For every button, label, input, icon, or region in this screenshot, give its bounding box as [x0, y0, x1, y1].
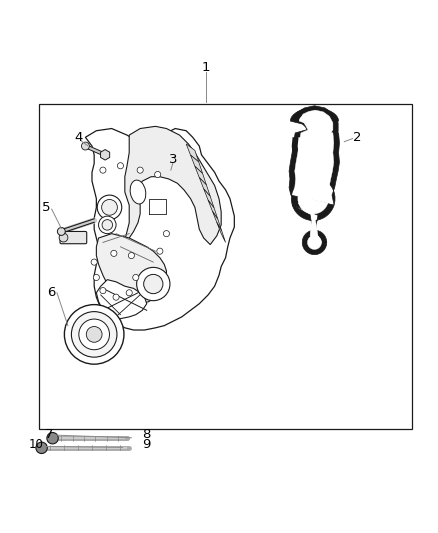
Circle shape [99, 216, 116, 233]
Circle shape [157, 248, 163, 254]
Polygon shape [101, 150, 110, 160]
Circle shape [97, 195, 122, 220]
Circle shape [71, 312, 117, 357]
Circle shape [117, 163, 124, 169]
Circle shape [86, 327, 102, 342]
Circle shape [64, 304, 124, 364]
Text: 5: 5 [42, 201, 50, 214]
Ellipse shape [130, 180, 146, 204]
Circle shape [144, 274, 163, 294]
Text: 1: 1 [201, 61, 210, 74]
Polygon shape [300, 110, 333, 138]
Polygon shape [208, 200, 218, 220]
Circle shape [137, 268, 170, 301]
Bar [39, 104, 412, 429]
Polygon shape [186, 144, 199, 162]
Polygon shape [123, 126, 221, 251]
Circle shape [102, 199, 117, 215]
Polygon shape [195, 166, 206, 185]
Polygon shape [293, 106, 338, 142]
Circle shape [79, 319, 110, 350]
Circle shape [47, 432, 58, 444]
Polygon shape [217, 222, 226, 243]
Circle shape [57, 228, 65, 236]
Circle shape [102, 220, 113, 230]
Circle shape [155, 172, 161, 177]
Text: 7: 7 [45, 428, 54, 441]
Polygon shape [85, 128, 234, 330]
Circle shape [36, 442, 47, 454]
Circle shape [81, 142, 89, 150]
Circle shape [163, 231, 170, 237]
Circle shape [93, 274, 99, 280]
Polygon shape [289, 108, 339, 255]
Text: 4: 4 [74, 131, 83, 144]
Circle shape [100, 287, 106, 294]
Circle shape [59, 233, 68, 242]
Text: 9: 9 [142, 438, 151, 451]
Text: 6: 6 [47, 286, 56, 300]
Text: 8: 8 [142, 428, 151, 441]
Text: 10: 10 [29, 438, 44, 451]
Polygon shape [96, 280, 147, 319]
Polygon shape [204, 189, 214, 208]
Circle shape [126, 290, 132, 296]
Circle shape [111, 251, 117, 256]
Text: 3: 3 [169, 152, 177, 166]
Polygon shape [199, 177, 210, 197]
Polygon shape [212, 211, 222, 231]
FancyBboxPatch shape [60, 231, 87, 244]
Circle shape [91, 259, 97, 265]
Circle shape [128, 253, 134, 259]
Circle shape [100, 167, 106, 173]
Text: 2: 2 [353, 131, 361, 144]
Circle shape [133, 274, 139, 280]
Circle shape [113, 294, 119, 300]
Polygon shape [295, 113, 334, 249]
Polygon shape [96, 233, 166, 304]
Circle shape [137, 167, 143, 173]
Polygon shape [191, 155, 202, 173]
